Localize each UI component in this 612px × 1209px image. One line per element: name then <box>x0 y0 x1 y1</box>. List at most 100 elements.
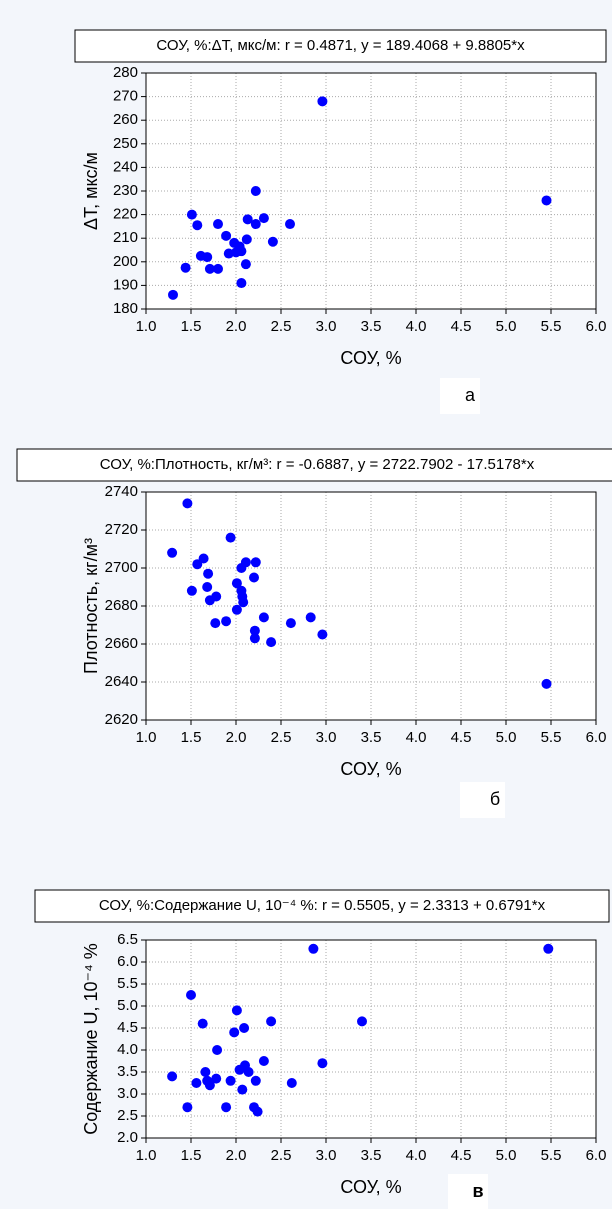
x-tick-label: 3.0 <box>316 1147 337 1164</box>
point <box>167 1071 178 1082</box>
point <box>212 1045 223 1055</box>
y-axis-title: Содержание U, 10⁻⁴ % <box>81 943 101 1134</box>
point <box>240 259 251 270</box>
x-tick-label: 5.0 <box>496 1147 517 1164</box>
x-tick-label: 6.0 <box>586 318 607 335</box>
point <box>240 557 251 568</box>
x-tick-label: 2.0 <box>226 318 247 335</box>
point <box>317 629 328 640</box>
point <box>543 943 554 954</box>
point <box>285 618 296 629</box>
panel-label: б <box>490 789 500 809</box>
point <box>286 1078 297 1088</box>
point <box>191 1078 202 1088</box>
y-tick-label: 200 <box>113 253 138 270</box>
panel-label: а <box>465 385 476 405</box>
x-tick-label: 5.5 <box>541 318 562 335</box>
x-tick-label: 2.5 <box>271 1147 292 1164</box>
x-tick-label: 2.0 <box>226 1147 247 1164</box>
chart-title: СОУ, %:Плотность, кг/м³: r = -0.6887, y … <box>100 456 535 473</box>
point <box>266 637 277 648</box>
point <box>186 585 197 596</box>
point <box>203 568 214 579</box>
x-tick-label: 1.5 <box>181 318 202 335</box>
label-box <box>460 782 505 818</box>
y-tick-label: 2660 <box>105 635 138 652</box>
point <box>238 597 249 608</box>
point <box>225 532 236 543</box>
y-axis-title: ΔT, мкс/м <box>81 152 101 230</box>
y-tick-label: 2640 <box>105 673 138 690</box>
x-tick-label: 4.5 <box>451 318 472 335</box>
label-box <box>440 378 480 414</box>
x-tick-label: 1.5 <box>181 729 202 746</box>
plot-frame <box>145 72 597 310</box>
point <box>204 1080 215 1091</box>
x-tick-label: 1.0 <box>136 318 157 335</box>
y-tick-label: 6.0 <box>117 953 138 970</box>
point <box>250 1075 261 1086</box>
x-tick-label: 2.5 <box>271 729 292 746</box>
point <box>231 578 242 589</box>
x-tick-label: 3.0 <box>316 318 337 335</box>
y-tick-label: 2700 <box>105 559 138 576</box>
point <box>250 219 261 230</box>
x-tick-label: 2.5 <box>271 318 292 335</box>
point <box>210 618 221 629</box>
point <box>221 616 232 627</box>
y-axis-title: Плотность, кг/м³ <box>81 538 101 674</box>
point <box>213 263 223 274</box>
point <box>236 278 247 289</box>
point <box>197 1018 208 1029</box>
point <box>200 1067 211 1077</box>
x-tick-label: 4.5 <box>451 729 472 746</box>
y-tick-label: 240 <box>113 158 138 175</box>
y-tick-label: 2740 <box>105 483 138 500</box>
plot-frame <box>145 491 597 721</box>
point <box>225 1075 236 1086</box>
point <box>229 1027 240 1038</box>
point <box>239 1023 250 1033</box>
y-tick-label: 4.5 <box>117 1019 138 1036</box>
point <box>541 678 552 689</box>
y-tick-label: 4.0 <box>117 1041 138 1058</box>
point <box>182 1102 193 1113</box>
point <box>357 1016 367 1027</box>
y-tick-label: 3.5 <box>117 1063 138 1080</box>
x-tick-label: 4.0 <box>406 729 427 746</box>
point <box>285 219 295 230</box>
point <box>258 612 269 623</box>
point <box>213 219 223 230</box>
point <box>221 230 232 241</box>
chart-title: СОУ, %:Содержание U, 10⁻⁴ %: r = 0.5505,… <box>99 897 546 914</box>
y-tick-label: 2.0 <box>117 1129 138 1146</box>
title-box <box>16 448 612 482</box>
y-tick-label: 2620 <box>105 711 138 728</box>
point <box>242 214 253 225</box>
point <box>198 553 209 564</box>
point <box>221 1102 232 1113</box>
point <box>249 633 260 644</box>
y-tick-label: 6.5 <box>117 931 138 948</box>
x-tick-label: 4.0 <box>406 1147 427 1164</box>
point <box>231 1005 242 1016</box>
point <box>541 195 552 206</box>
point <box>258 213 269 224</box>
x-tick-label: 1.5 <box>181 1147 202 1164</box>
point <box>250 557 261 568</box>
y-tick-label: 3.0 <box>117 1085 138 1102</box>
x-tick-label: 3.5 <box>361 318 382 335</box>
x-tick-label: 4.5 <box>451 1147 472 1164</box>
y-tick-label: 190 <box>113 276 138 293</box>
x-tick-label: 3.0 <box>316 729 337 746</box>
point <box>317 1058 328 1069</box>
x-tick-label: 6.0 <box>586 729 607 746</box>
point <box>241 234 252 245</box>
x-axis-title: СОУ, % <box>340 759 401 779</box>
y-tick-label: 2720 <box>105 521 138 538</box>
point <box>192 220 203 231</box>
label-box <box>448 1174 488 1209</box>
point <box>243 1067 254 1077</box>
x-tick-label: 6.0 <box>586 1147 607 1164</box>
point <box>180 262 191 273</box>
